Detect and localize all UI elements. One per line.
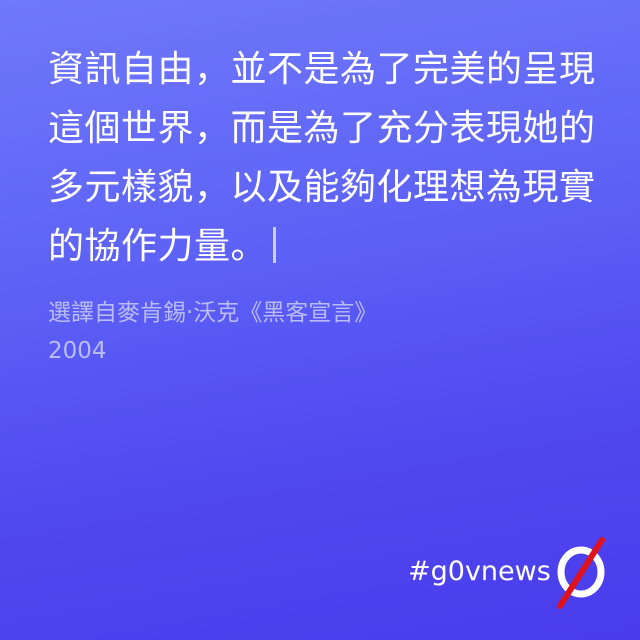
g0v-zero-slash-logo-icon	[557, 537, 605, 609]
source-year: 2004	[48, 338, 107, 364]
text-caret	[273, 227, 277, 263]
quote-line-4: 的協作力量。	[48, 217, 598, 276]
quote-line-3: 多元樣貌，以及能夠化理想為現實	[48, 167, 596, 208]
quote-line-1: 資訊自由，並不是為了完美的呈現	[48, 49, 596, 90]
quote-line-2: 這個世界，而是為了充分表現她的	[48, 108, 596, 149]
quote-line-4-text: 的協作力量。	[48, 226, 268, 267]
brand-hashtag: #g0vnews	[408, 556, 551, 587]
quote-text: 資訊自由，並不是為了完美的呈現 這個世界，而是為了充分表現她的 多元樣貌，以及能…	[48, 40, 598, 276]
quote-source: 選譯自麥肯錫‧沃克《黑客宣言》 2004	[48, 294, 377, 370]
source-attribution: 選譯自麥肯錫‧沃克《黑客宣言》	[48, 300, 378, 326]
